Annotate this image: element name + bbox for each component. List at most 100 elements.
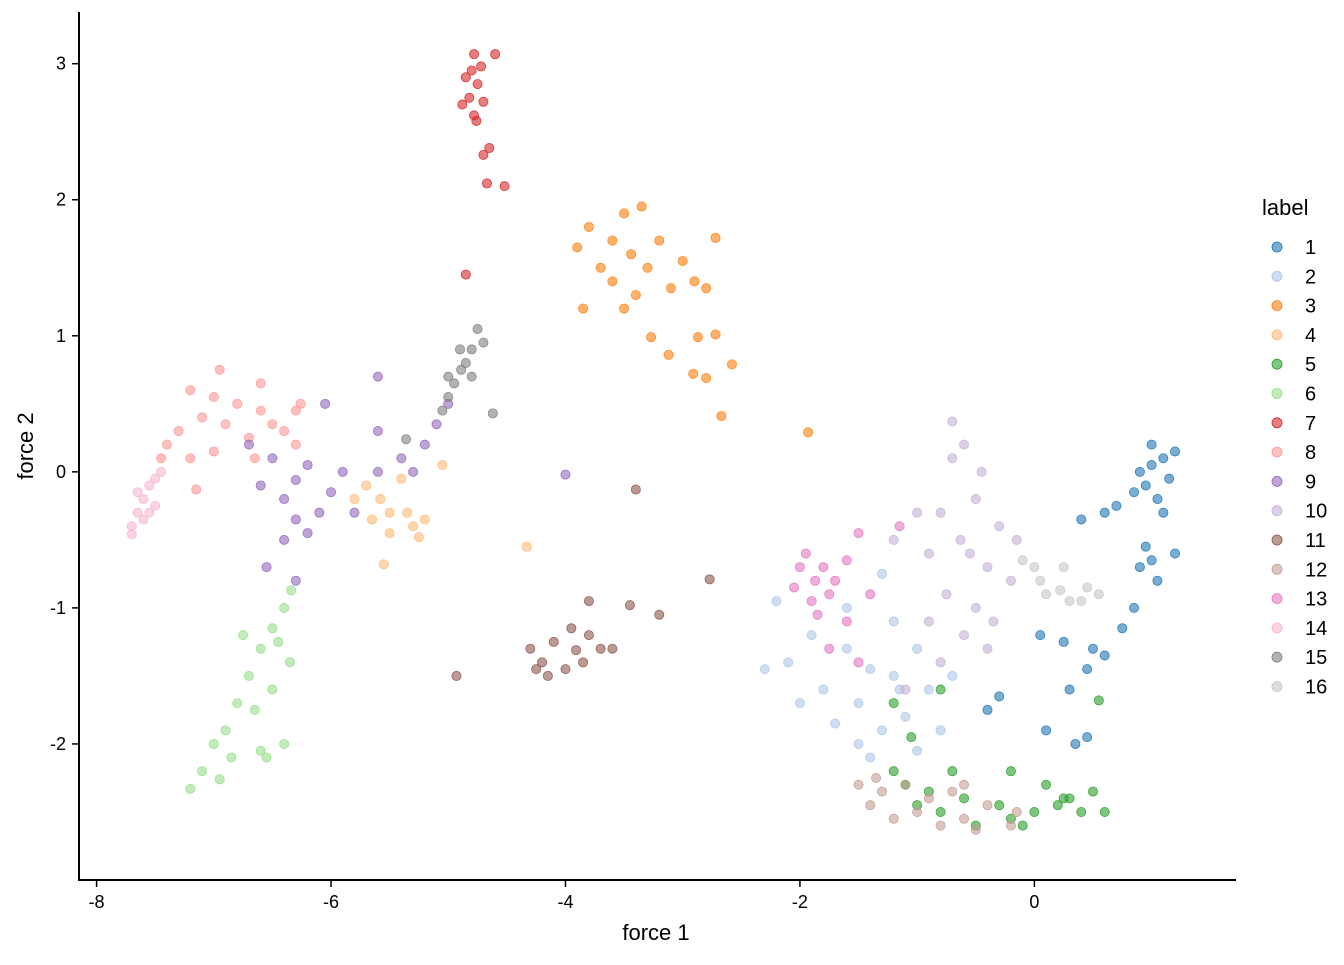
point-label-2 [900, 711, 911, 722]
point-label-3 [572, 242, 583, 253]
point-label-6 [232, 698, 243, 709]
point-label-3 [626, 249, 637, 260]
point-label-1 [1111, 500, 1122, 511]
point-label-12 [912, 806, 923, 817]
point-label-10 [988, 616, 999, 627]
point-label-6 [273, 636, 284, 647]
point-label-16 [1055, 585, 1066, 596]
point-label-1 [1070, 738, 1081, 749]
legend-label: 13 [1305, 589, 1327, 611]
point-label-1 [1170, 548, 1181, 559]
point-label-1 [1170, 446, 1181, 457]
point-label-8 [208, 446, 219, 457]
point-label-1 [994, 691, 1005, 702]
point-label-9 [279, 494, 290, 505]
point-label-3 [726, 359, 737, 370]
point-label-9 [320, 398, 331, 409]
point-label-7 [476, 61, 487, 72]
legend-item-2: 2 [1271, 266, 1316, 288]
point-label-13 [841, 616, 852, 627]
point-label-5 [1076, 806, 1087, 817]
point-label-1 [1152, 494, 1163, 505]
point-label-14 [132, 487, 143, 498]
point-label-1 [1117, 623, 1128, 634]
legend-label: 1 [1305, 237, 1316, 259]
point-label-5 [1093, 695, 1104, 706]
point-label-9 [243, 439, 254, 450]
point-label-6 [279, 738, 290, 749]
x-tick-label: -2 [792, 892, 808, 912]
point-label-11 [624, 600, 635, 611]
point-label-2 [853, 738, 864, 749]
point-label-2 [865, 752, 876, 763]
point-label-2 [947, 670, 958, 681]
point-label-13 [789, 582, 800, 593]
point-label-4 [437, 460, 448, 471]
point-label-8 [208, 392, 219, 403]
point-label-13 [853, 657, 864, 668]
point-label-1 [1041, 725, 1052, 736]
point-label-10 [1011, 534, 1022, 545]
point-label-3 [619, 208, 630, 219]
point-label-12 [947, 786, 958, 797]
point-label-1 [1035, 630, 1046, 641]
point-label-7 [478, 96, 489, 107]
legend-item-11: 11 [1271, 530, 1326, 552]
point-label-8 [255, 378, 266, 389]
legend-item-6: 6 [1271, 384, 1316, 406]
point-label-10 [959, 630, 970, 641]
point-label-1 [1082, 664, 1093, 675]
point-label-13 [810, 575, 821, 586]
point-label-13 [853, 528, 864, 539]
point-label-11 [566, 623, 577, 634]
point-label-14 [156, 466, 167, 477]
point-label-11 [607, 643, 618, 654]
legend-label: 14 [1305, 618, 1327, 640]
point-label-5 [1017, 820, 1028, 831]
point-label-8 [173, 426, 184, 437]
point-label-3 [583, 221, 594, 232]
point-label-15 [449, 378, 460, 389]
point-label-14 [138, 494, 149, 505]
legend-label: 8 [1305, 442, 1316, 464]
point-label-2 [841, 602, 852, 613]
y-ticks: -2 -1 0 1 2 3 [50, 54, 79, 754]
point-label-4 [402, 507, 413, 518]
point-label-6 [243, 670, 254, 681]
point-label-5 [935, 806, 946, 817]
point-label-11 [560, 664, 571, 675]
legend-swatch [1271, 475, 1283, 487]
point-label-3 [578, 303, 589, 314]
point-label-9 [396, 453, 407, 464]
point-label-5 [1029, 806, 1040, 817]
point-label-16 [1076, 596, 1087, 607]
point-label-11 [531, 664, 542, 675]
point-label-14 [144, 507, 155, 518]
point-label-10 [912, 507, 923, 518]
legend-item-14: 14 [1271, 618, 1327, 640]
point-label-8 [185, 385, 196, 396]
point-label-11 [583, 630, 594, 641]
point-label-7 [478, 149, 489, 160]
point-label-15 [466, 344, 477, 355]
legend-swatch [1271, 270, 1283, 282]
point-label-9 [290, 575, 301, 586]
point-label-9 [372, 426, 383, 437]
legend-label: 4 [1305, 325, 1316, 347]
point-label-11 [704, 574, 715, 585]
point-label-7 [460, 269, 471, 280]
point-label-13 [830, 575, 841, 586]
legend-swatch [1271, 329, 1283, 341]
point-label-16 [1041, 589, 1052, 600]
point-label-12 [853, 779, 864, 790]
point-label-8 [232, 398, 243, 409]
point-label-1 [1146, 555, 1157, 566]
point-label-8 [290, 405, 301, 416]
point-label-4 [384, 507, 395, 518]
x-tick-label: -8 [89, 892, 105, 912]
point-label-12 [900, 779, 911, 790]
legend-swatch [1271, 534, 1283, 546]
point-label-9 [302, 528, 313, 539]
legend-label: 16 [1305, 677, 1327, 699]
point-label-3 [710, 329, 721, 340]
